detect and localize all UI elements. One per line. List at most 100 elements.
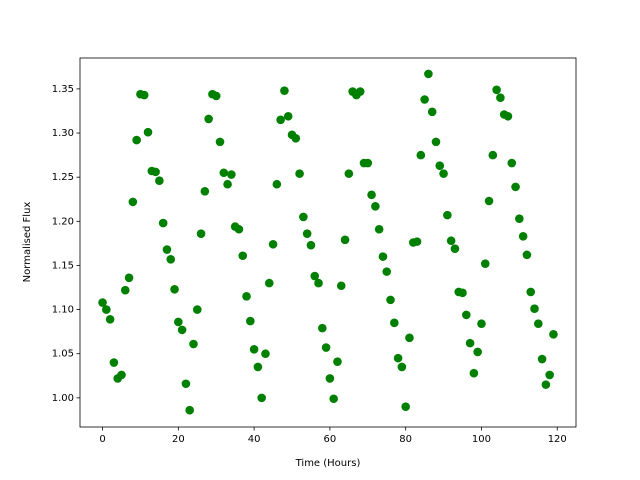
point <box>443 210 452 220</box>
point <box>416 150 426 160</box>
point <box>170 284 179 294</box>
point <box>465 338 475 348</box>
y-tick-label: 1.05 <box>52 349 74 360</box>
point <box>401 402 410 411</box>
x-tick-label: 60 <box>324 434 337 445</box>
point <box>143 127 153 137</box>
point <box>306 240 316 250</box>
point <box>537 354 547 364</box>
point <box>325 374 335 383</box>
point <box>522 250 532 260</box>
point <box>181 379 191 389</box>
point <box>189 339 198 349</box>
point <box>439 169 448 178</box>
point <box>120 285 130 295</box>
point <box>374 224 384 234</box>
point <box>132 135 141 145</box>
point <box>185 405 194 415</box>
point <box>318 323 327 333</box>
point <box>503 111 513 121</box>
point <box>515 214 524 223</box>
point <box>469 368 479 378</box>
point <box>98 298 107 307</box>
point <box>355 87 365 96</box>
point <box>310 271 320 281</box>
point <box>158 218 168 228</box>
point <box>261 349 270 359</box>
point <box>102 305 111 314</box>
y-axis-title: Normalised Flux <box>22 202 33 283</box>
point <box>533 319 543 329</box>
y-tick-label: 1.35 <box>52 84 74 95</box>
point <box>340 235 350 245</box>
point <box>321 343 331 352</box>
point <box>174 317 183 327</box>
point <box>462 310 471 320</box>
x-tick-label: 80 <box>399 434 412 445</box>
point <box>234 224 244 234</box>
point <box>246 316 255 326</box>
point <box>496 93 505 103</box>
point <box>128 197 138 207</box>
point <box>507 158 517 168</box>
point <box>473 347 482 357</box>
point <box>249 345 259 354</box>
point <box>117 370 126 380</box>
point <box>219 168 229 178</box>
point <box>283 111 293 121</box>
point <box>545 370 554 380</box>
plot-frame <box>79 57 577 428</box>
point <box>488 150 498 160</box>
point <box>477 319 486 329</box>
point <box>382 267 392 276</box>
point <box>397 362 407 372</box>
point <box>431 137 441 147</box>
x-tick-label: 0 <box>99 434 105 445</box>
point <box>314 278 323 288</box>
point <box>393 353 403 363</box>
point <box>109 358 119 367</box>
point <box>412 237 422 246</box>
point <box>484 196 494 206</box>
point <box>329 394 338 404</box>
point <box>227 170 236 179</box>
y-tick-label: 1.10 <box>52 305 74 316</box>
point <box>344 169 354 178</box>
point <box>264 278 274 288</box>
point <box>405 333 414 343</box>
point <box>200 186 210 196</box>
point <box>549 330 558 339</box>
point <box>390 318 399 328</box>
point <box>530 304 539 314</box>
point <box>192 305 202 314</box>
y-tick-label: 1.20 <box>52 216 74 227</box>
point <box>526 287 536 297</box>
point <box>492 85 501 95</box>
x-tick-label: 100 <box>472 434 491 445</box>
point <box>427 107 437 117</box>
point <box>302 229 312 238</box>
point <box>363 158 373 168</box>
point <box>211 91 221 101</box>
point <box>480 259 490 268</box>
y-tick-label: 1.15 <box>52 260 74 271</box>
point <box>204 114 213 124</box>
point <box>105 315 115 324</box>
y-tick-label: 1.00 <box>52 393 74 404</box>
point <box>257 393 266 403</box>
point <box>378 252 388 261</box>
point <box>291 134 301 143</box>
point <box>166 254 176 264</box>
point <box>272 179 282 189</box>
point <box>367 190 376 200</box>
point <box>268 239 278 249</box>
point <box>155 176 164 186</box>
point <box>124 273 134 283</box>
point <box>336 281 346 291</box>
point <box>162 245 172 254</box>
point <box>458 288 467 298</box>
x-tick-label: 40 <box>248 434 261 445</box>
point <box>541 380 551 389</box>
point <box>450 244 460 253</box>
